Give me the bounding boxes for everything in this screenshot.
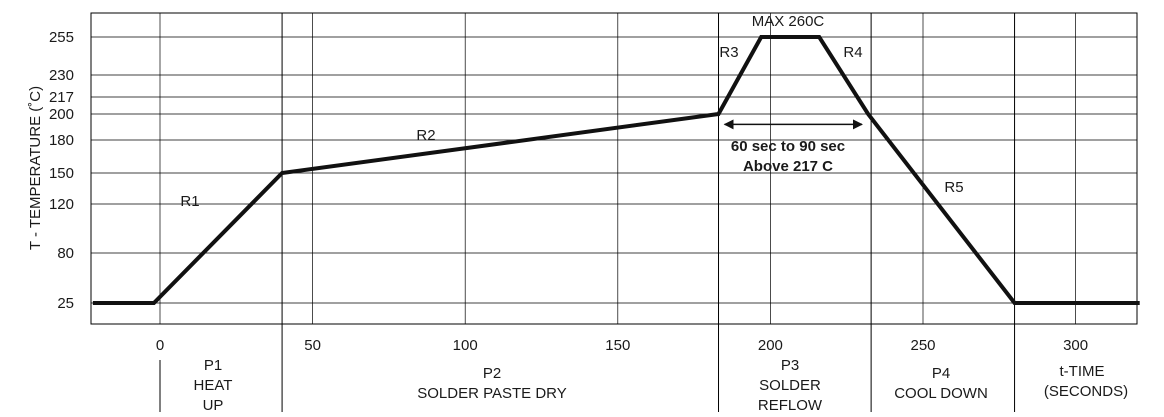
y-tick-label-25: 25 xyxy=(57,295,74,312)
x-tick-label-100: 100 xyxy=(453,337,478,354)
x-tick-label-0: 0 xyxy=(156,337,164,354)
x-gridlines xyxy=(159,13,1076,324)
y-tick-label-150: 150 xyxy=(49,165,74,182)
profile-series-line xyxy=(92,35,1140,305)
phase-p3-line1: P3 xyxy=(781,357,799,374)
x-tick-label-50: 50 xyxy=(304,337,321,354)
x-tick-label-300: 300 xyxy=(1063,337,1088,354)
y-tick-label-180: 180 xyxy=(49,132,74,149)
phase-p3-line3: REFLOW xyxy=(758,397,823,414)
y-axis-label: T - TEMPERATURE (˚C) xyxy=(27,86,44,250)
rate-label-r5: R5 xyxy=(944,179,963,196)
x-axis-label-line1: t-TIME xyxy=(1060,363,1105,380)
plot-frame xyxy=(90,12,1138,325)
x-tick-labels: 0 50 100 150 200 250 300 xyxy=(156,337,1088,354)
window-label-line2: Above 217 C xyxy=(743,158,833,175)
y-tick-label-230: 230 xyxy=(49,67,74,84)
phase-p3-line2: SOLDER xyxy=(759,377,821,394)
profile-line xyxy=(92,35,1140,305)
phase-p4-line2: COOL DOWN xyxy=(894,385,988,402)
x-tick-label-200: 200 xyxy=(758,337,783,354)
phase-p1-line1: P1 xyxy=(204,357,222,374)
y-gridlines xyxy=(91,36,1137,304)
phase-p2-line2: SOLDER PASTE DRY xyxy=(417,385,567,402)
rate-label-r3: R3 xyxy=(719,44,738,61)
phase-p2-line1: P2 xyxy=(483,365,501,382)
phase-p1-line2: HEAT xyxy=(194,377,233,394)
max-temp-annotation: MAX 260C xyxy=(752,13,825,30)
phase-dividers xyxy=(159,13,1016,412)
x-tick-label-150: 150 xyxy=(605,337,630,354)
phase-p1-line3: UP xyxy=(203,397,224,414)
x-axis-label-line2: (SECONDS) xyxy=(1044,383,1128,400)
x-tick-label-250: 250 xyxy=(910,337,935,354)
y-tick-label-80: 80 xyxy=(57,245,74,262)
phase-p4-line1: P4 xyxy=(932,365,950,382)
y-tick-label-255: 255 xyxy=(49,29,74,46)
y-tick-label-120: 120 xyxy=(49,196,74,213)
window-label-line1: 60 sec to 90 sec xyxy=(731,138,845,155)
y-tick-label-200: 200 xyxy=(49,106,74,123)
rate-label-r2: R2 xyxy=(416,127,435,144)
rate-label-r1: R1 xyxy=(180,193,199,210)
rate-label-r4: R4 xyxy=(843,44,862,61)
y-tick-label-217: 217 xyxy=(49,89,74,106)
